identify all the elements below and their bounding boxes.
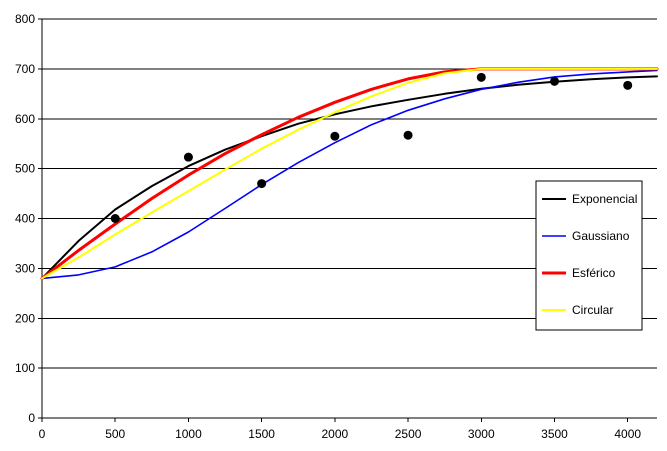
- series-line-exponencial: [41, 75, 658, 280]
- axes: 0 100 200 300 400 500 600 700 800 0 500 1000 1500 200…: [15, 12, 657, 441]
- legend-label-esferico: Esférico: [572, 266, 616, 280]
- y-tick-label-800: 800: [15, 12, 35, 26]
- x-tick-label-3000: 3000: [468, 427, 495, 441]
- y-tick-label-200: 200: [15, 311, 35, 325]
- legend-label-gaussiano: Gaussiano: [572, 229, 630, 243]
- series-line-circular: [41, 67, 658, 280]
- y-tick-label-100: 100: [15, 361, 35, 375]
- data-point-2500: [403, 130, 413, 140]
- data-point-4000: [623, 80, 633, 90]
- grid-lines: [42, 18, 657, 369]
- x-tick-label-0: 0: [39, 427, 46, 441]
- legend-label-exponencial: Exponencial: [572, 192, 637, 206]
- y-tick-label-500: 500: [15, 162, 35, 176]
- x-tick-label-2500: 2500: [395, 427, 422, 441]
- series-line-gaussiano: [41, 69, 658, 280]
- y-tick-label-400: 400: [15, 212, 35, 226]
- x-tick-label-1000: 1000: [175, 427, 202, 441]
- legend-box: [535, 180, 643, 331]
- data-point-3500: [550, 76, 559, 86]
- data-point-1500: [257, 179, 267, 189]
- legend: Exponencial Gaussiano Esférico Circular: [535, 180, 643, 331]
- data-point-3000: [476, 72, 486, 82]
- x-tick-label-3500: 3500: [541, 427, 568, 441]
- x-tick-label-1500: 1500: [248, 427, 275, 441]
- data-point-500: [110, 214, 120, 223]
- data-points: [110, 72, 633, 223]
- series-line-esferico: [40, 67, 659, 280]
- legend-label-circular: Circular: [572, 303, 613, 317]
- series-lines: [40, 67, 659, 280]
- data-point-2000: [330, 131, 340, 141]
- x-tick-label-2000: 2000: [322, 427, 349, 441]
- y-tick-label-0: 0: [28, 411, 35, 425]
- x-tick-label-4000: 4000: [614, 427, 641, 441]
- y-tick-label-300: 300: [15, 261, 35, 275]
- y-tick-label-700: 700: [15, 62, 35, 76]
- x-tick-label-500: 500: [105, 427, 125, 441]
- data-point-1000: [183, 152, 193, 162]
- y-tick-label-600: 600: [15, 112, 35, 126]
